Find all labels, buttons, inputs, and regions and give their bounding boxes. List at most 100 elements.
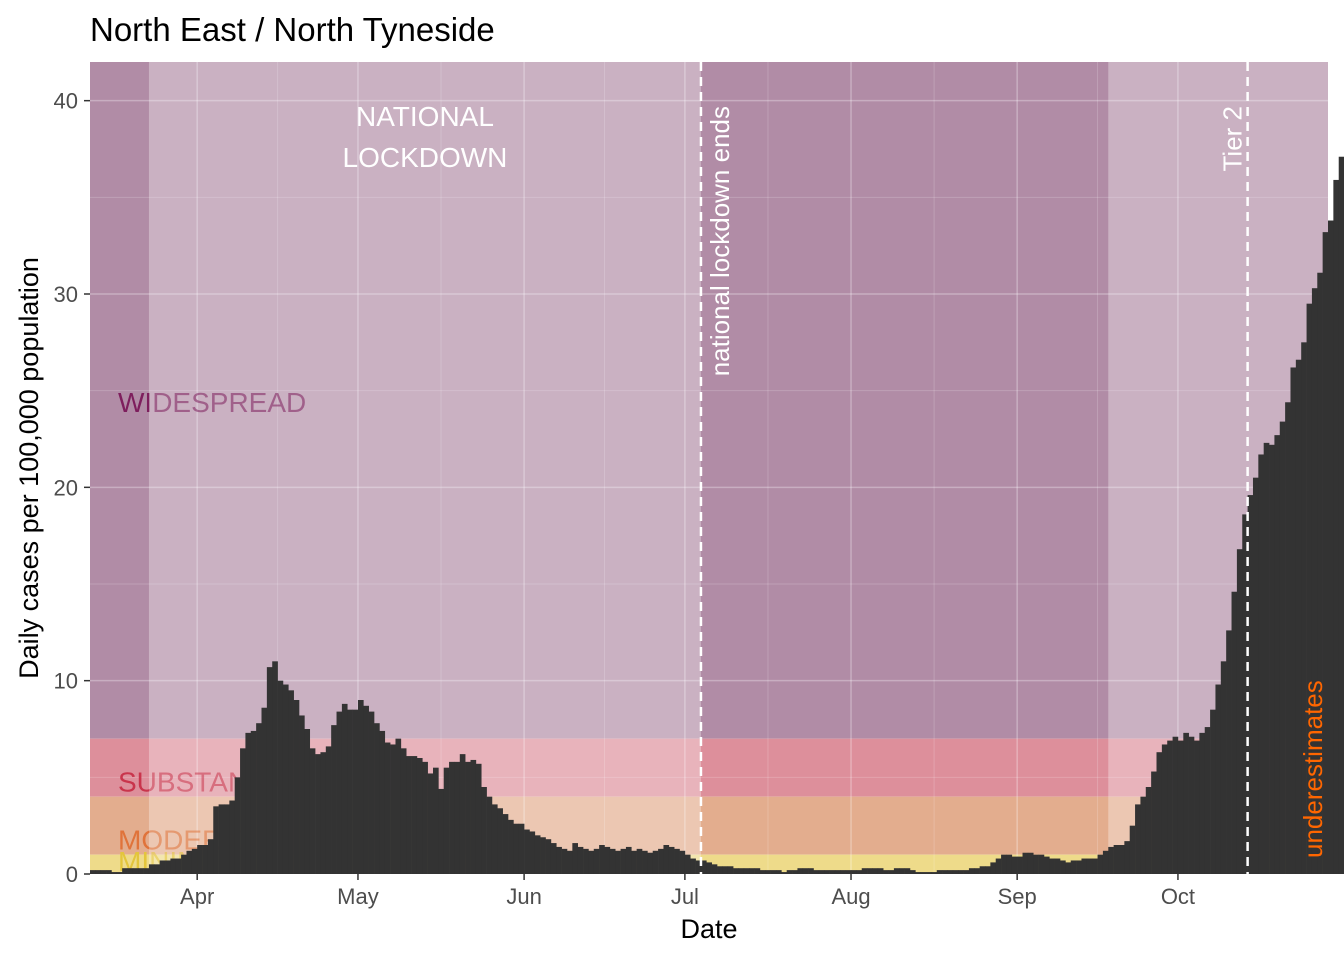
data-bar [625,846,632,874]
data-bar [122,868,128,874]
data-bar [1140,796,1147,874]
y-tick-label: 0 [66,862,78,887]
data-bar [674,848,680,874]
data-bar [577,846,584,874]
data-bar [154,864,160,874]
data-bar [733,868,739,874]
event-lines [699,62,1249,874]
data-bar [100,870,107,874]
data-bar [379,730,386,874]
data-bar [357,700,364,874]
data-bar [754,868,761,874]
data-bar [374,723,380,874]
data-bar [534,835,541,874]
data-bar [1060,860,1066,874]
data-bar [416,758,423,874]
data-bar [1113,845,1120,874]
data-bar [926,872,932,874]
band-label-moderate: MODERATE [118,825,275,856]
data-bar [1011,856,1018,874]
data-bar [877,868,884,874]
band-label-widespread: WIDESPREAD [118,387,306,418]
tier2-label: Tier 2 [1218,106,1248,172]
data-bar [824,870,830,874]
data-bar [604,846,611,874]
data-bar [293,700,300,874]
data-bar [1038,854,1045,874]
data-bar [438,788,445,874]
data-bar [1226,630,1232,874]
data-bar [727,866,734,874]
data-bar [266,667,273,874]
data-bar [936,870,943,874]
data-bar [711,864,718,874]
data-bar [888,870,895,874]
data-bar [1333,179,1340,874]
data-bar [1242,514,1248,874]
data-bar [1204,727,1211,874]
data-bar [743,868,750,874]
data-bar [770,870,777,874]
data-bar [550,843,557,874]
data-bar [1086,858,1093,874]
data-bar [1301,342,1307,875]
data-bar [856,870,863,874]
data-bar [470,759,477,874]
data-bar [240,748,246,874]
data-bar [170,858,177,874]
data-bar [1199,732,1206,874]
data-bar [765,870,771,874]
data-bar [1306,303,1313,874]
x-tick-label: Oct [1161,884,1195,909]
data-bar [1054,858,1061,874]
data-bar [1210,709,1216,874]
data-bar [513,823,520,874]
y-tick-label: 40 [54,89,78,114]
data-bar [963,870,970,874]
data-bar [368,711,375,874]
data-bar [958,870,964,874]
lockdown-label-line1: NATIONAL [356,101,494,132]
data-bar [540,837,546,874]
data-bar [1220,661,1227,874]
data-bar [299,715,305,874]
data-bar [1001,854,1007,874]
y-tick-label: 30 [54,282,78,307]
data-bar [132,868,139,874]
data-bar [1124,841,1131,874]
annotations: NATIONAL LOCKDOWN national lockdown ends… [343,101,1328,858]
data-bar [288,690,294,874]
data-bar [207,839,214,874]
data-bar [974,868,980,874]
data-bar [261,707,268,874]
data-bar [347,709,353,874]
data-bar [561,848,568,874]
data-bar [593,848,600,874]
data-bar [985,866,991,874]
data-bar [845,870,852,874]
data-bar [1135,804,1141,874]
data-bar [759,870,766,874]
data-bar [931,872,938,874]
data-bar [529,831,536,874]
data-bar [1022,852,1029,874]
data-bar [968,868,975,874]
data-bar [143,868,150,874]
data-bar [256,723,262,874]
data-bar [454,761,461,874]
data-bar [1279,421,1286,874]
data-bar [1194,740,1200,874]
data-bar [583,848,589,874]
data-bar [272,661,278,874]
data-bar [304,729,311,874]
data-bar [309,748,316,874]
data-bar [909,870,916,874]
data-bar [658,848,664,874]
data-bar [459,754,466,874]
y-tick-label: 10 [54,669,78,694]
data-bar [202,845,209,874]
data-bar [1145,787,1152,874]
data-bar [1269,444,1275,874]
data-bar [1328,220,1334,874]
